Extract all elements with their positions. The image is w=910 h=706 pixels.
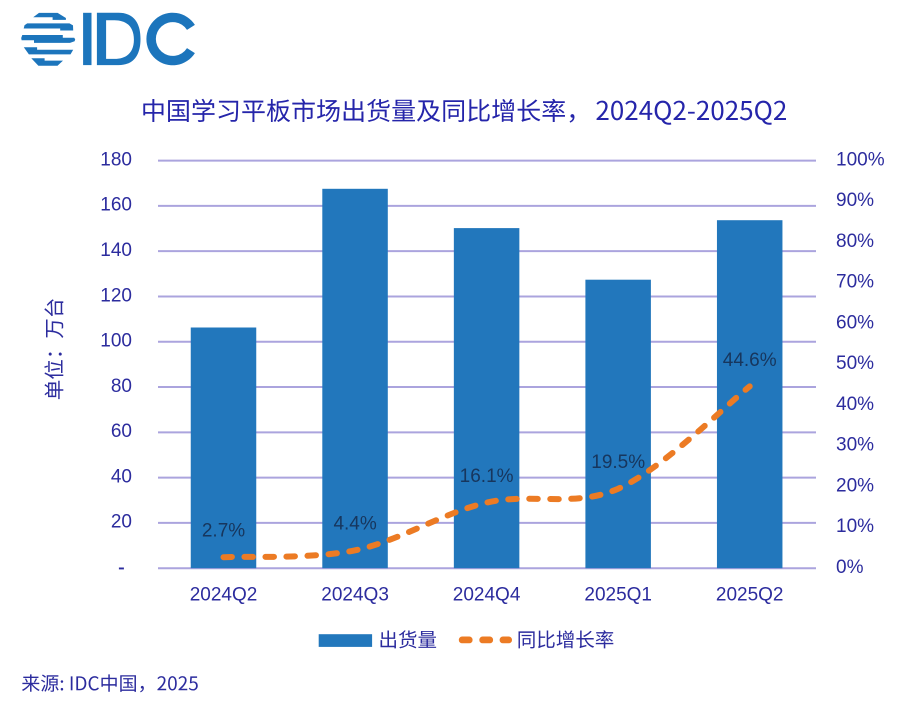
svg-text:60: 60: [111, 421, 132, 442]
svg-text:140: 140: [100, 240, 132, 261]
svg-text:2024Q2: 2024Q2: [190, 585, 258, 606]
svg-text:19.5%: 19.5%: [591, 452, 645, 473]
svg-text:90%: 90%: [836, 190, 874, 211]
svg-text:20%: 20%: [836, 476, 874, 497]
svg-text:2024Q3: 2024Q3: [321, 585, 389, 606]
svg-text:40: 40: [111, 466, 132, 487]
svg-text:4.4%: 4.4%: [333, 514, 376, 535]
svg-text:80: 80: [111, 376, 132, 397]
svg-text:100%: 100%: [836, 149, 885, 170]
svg-text:44.6%: 44.6%: [723, 350, 777, 371]
svg-text:70%: 70%: [836, 272, 874, 293]
svg-text:0%: 0%: [836, 557, 864, 578]
svg-text:16.1%: 16.1%: [460, 466, 514, 487]
svg-text:20: 20: [111, 512, 132, 533]
svg-text:80%: 80%: [836, 231, 874, 252]
svg-text:2025Q2: 2025Q2: [716, 585, 784, 606]
svg-text:120: 120: [100, 285, 132, 306]
svg-text:180: 180: [100, 149, 132, 170]
svg-text:2.7%: 2.7%: [202, 521, 245, 542]
svg-text:40%: 40%: [836, 394, 874, 415]
svg-text:2024Q4: 2024Q4: [453, 585, 521, 606]
svg-text:50%: 50%: [836, 353, 874, 374]
svg-text:100: 100: [100, 331, 132, 352]
svg-text:10%: 10%: [836, 516, 874, 537]
svg-text:30%: 30%: [836, 435, 874, 456]
svg-text:60%: 60%: [836, 313, 874, 334]
svg-text:2025Q1: 2025Q1: [584, 585, 652, 606]
svg-text:160: 160: [100, 195, 132, 216]
